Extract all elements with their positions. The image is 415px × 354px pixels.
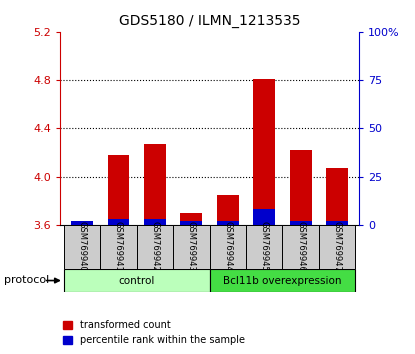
Bar — [290, 150, 312, 225]
Legend: transformed count, percentile rank within the sample: transformed count, percentile rank withi… — [59, 316, 249, 349]
FancyBboxPatch shape — [319, 225, 355, 269]
Bar — [181, 213, 202, 225]
Text: protocol: protocol — [4, 275, 49, 285]
FancyBboxPatch shape — [64, 269, 210, 292]
Title: GDS5180 / ILMN_1213535: GDS5180 / ILMN_1213535 — [119, 14, 300, 28]
FancyBboxPatch shape — [283, 225, 319, 269]
Text: GSM769946: GSM769946 — [296, 221, 305, 272]
Bar — [326, 221, 348, 225]
Text: GSM769945: GSM769945 — [260, 221, 269, 272]
FancyBboxPatch shape — [246, 225, 283, 269]
Bar — [107, 155, 129, 225]
Text: control: control — [119, 275, 155, 286]
Bar — [326, 168, 348, 225]
Text: GSM769944: GSM769944 — [223, 221, 232, 272]
Bar — [71, 221, 93, 225]
FancyBboxPatch shape — [100, 225, 137, 269]
FancyBboxPatch shape — [210, 269, 355, 292]
Bar — [107, 219, 129, 225]
Bar — [144, 219, 166, 225]
Text: GSM769943: GSM769943 — [187, 221, 196, 272]
Bar — [181, 221, 202, 225]
FancyBboxPatch shape — [137, 225, 173, 269]
Text: Bcl11b overexpression: Bcl11b overexpression — [223, 275, 342, 286]
Text: GSM769947: GSM769947 — [332, 221, 342, 272]
FancyBboxPatch shape — [173, 225, 210, 269]
Text: GSM769940: GSM769940 — [78, 221, 87, 272]
Bar — [253, 209, 275, 225]
Bar — [253, 79, 275, 225]
FancyBboxPatch shape — [64, 225, 100, 269]
Bar — [217, 221, 239, 225]
Text: GSM769942: GSM769942 — [150, 221, 159, 272]
FancyBboxPatch shape — [210, 225, 246, 269]
Text: GSM769941: GSM769941 — [114, 221, 123, 272]
Bar — [144, 144, 166, 225]
Bar — [217, 195, 239, 225]
Bar — [71, 221, 93, 225]
Bar — [290, 221, 312, 225]
